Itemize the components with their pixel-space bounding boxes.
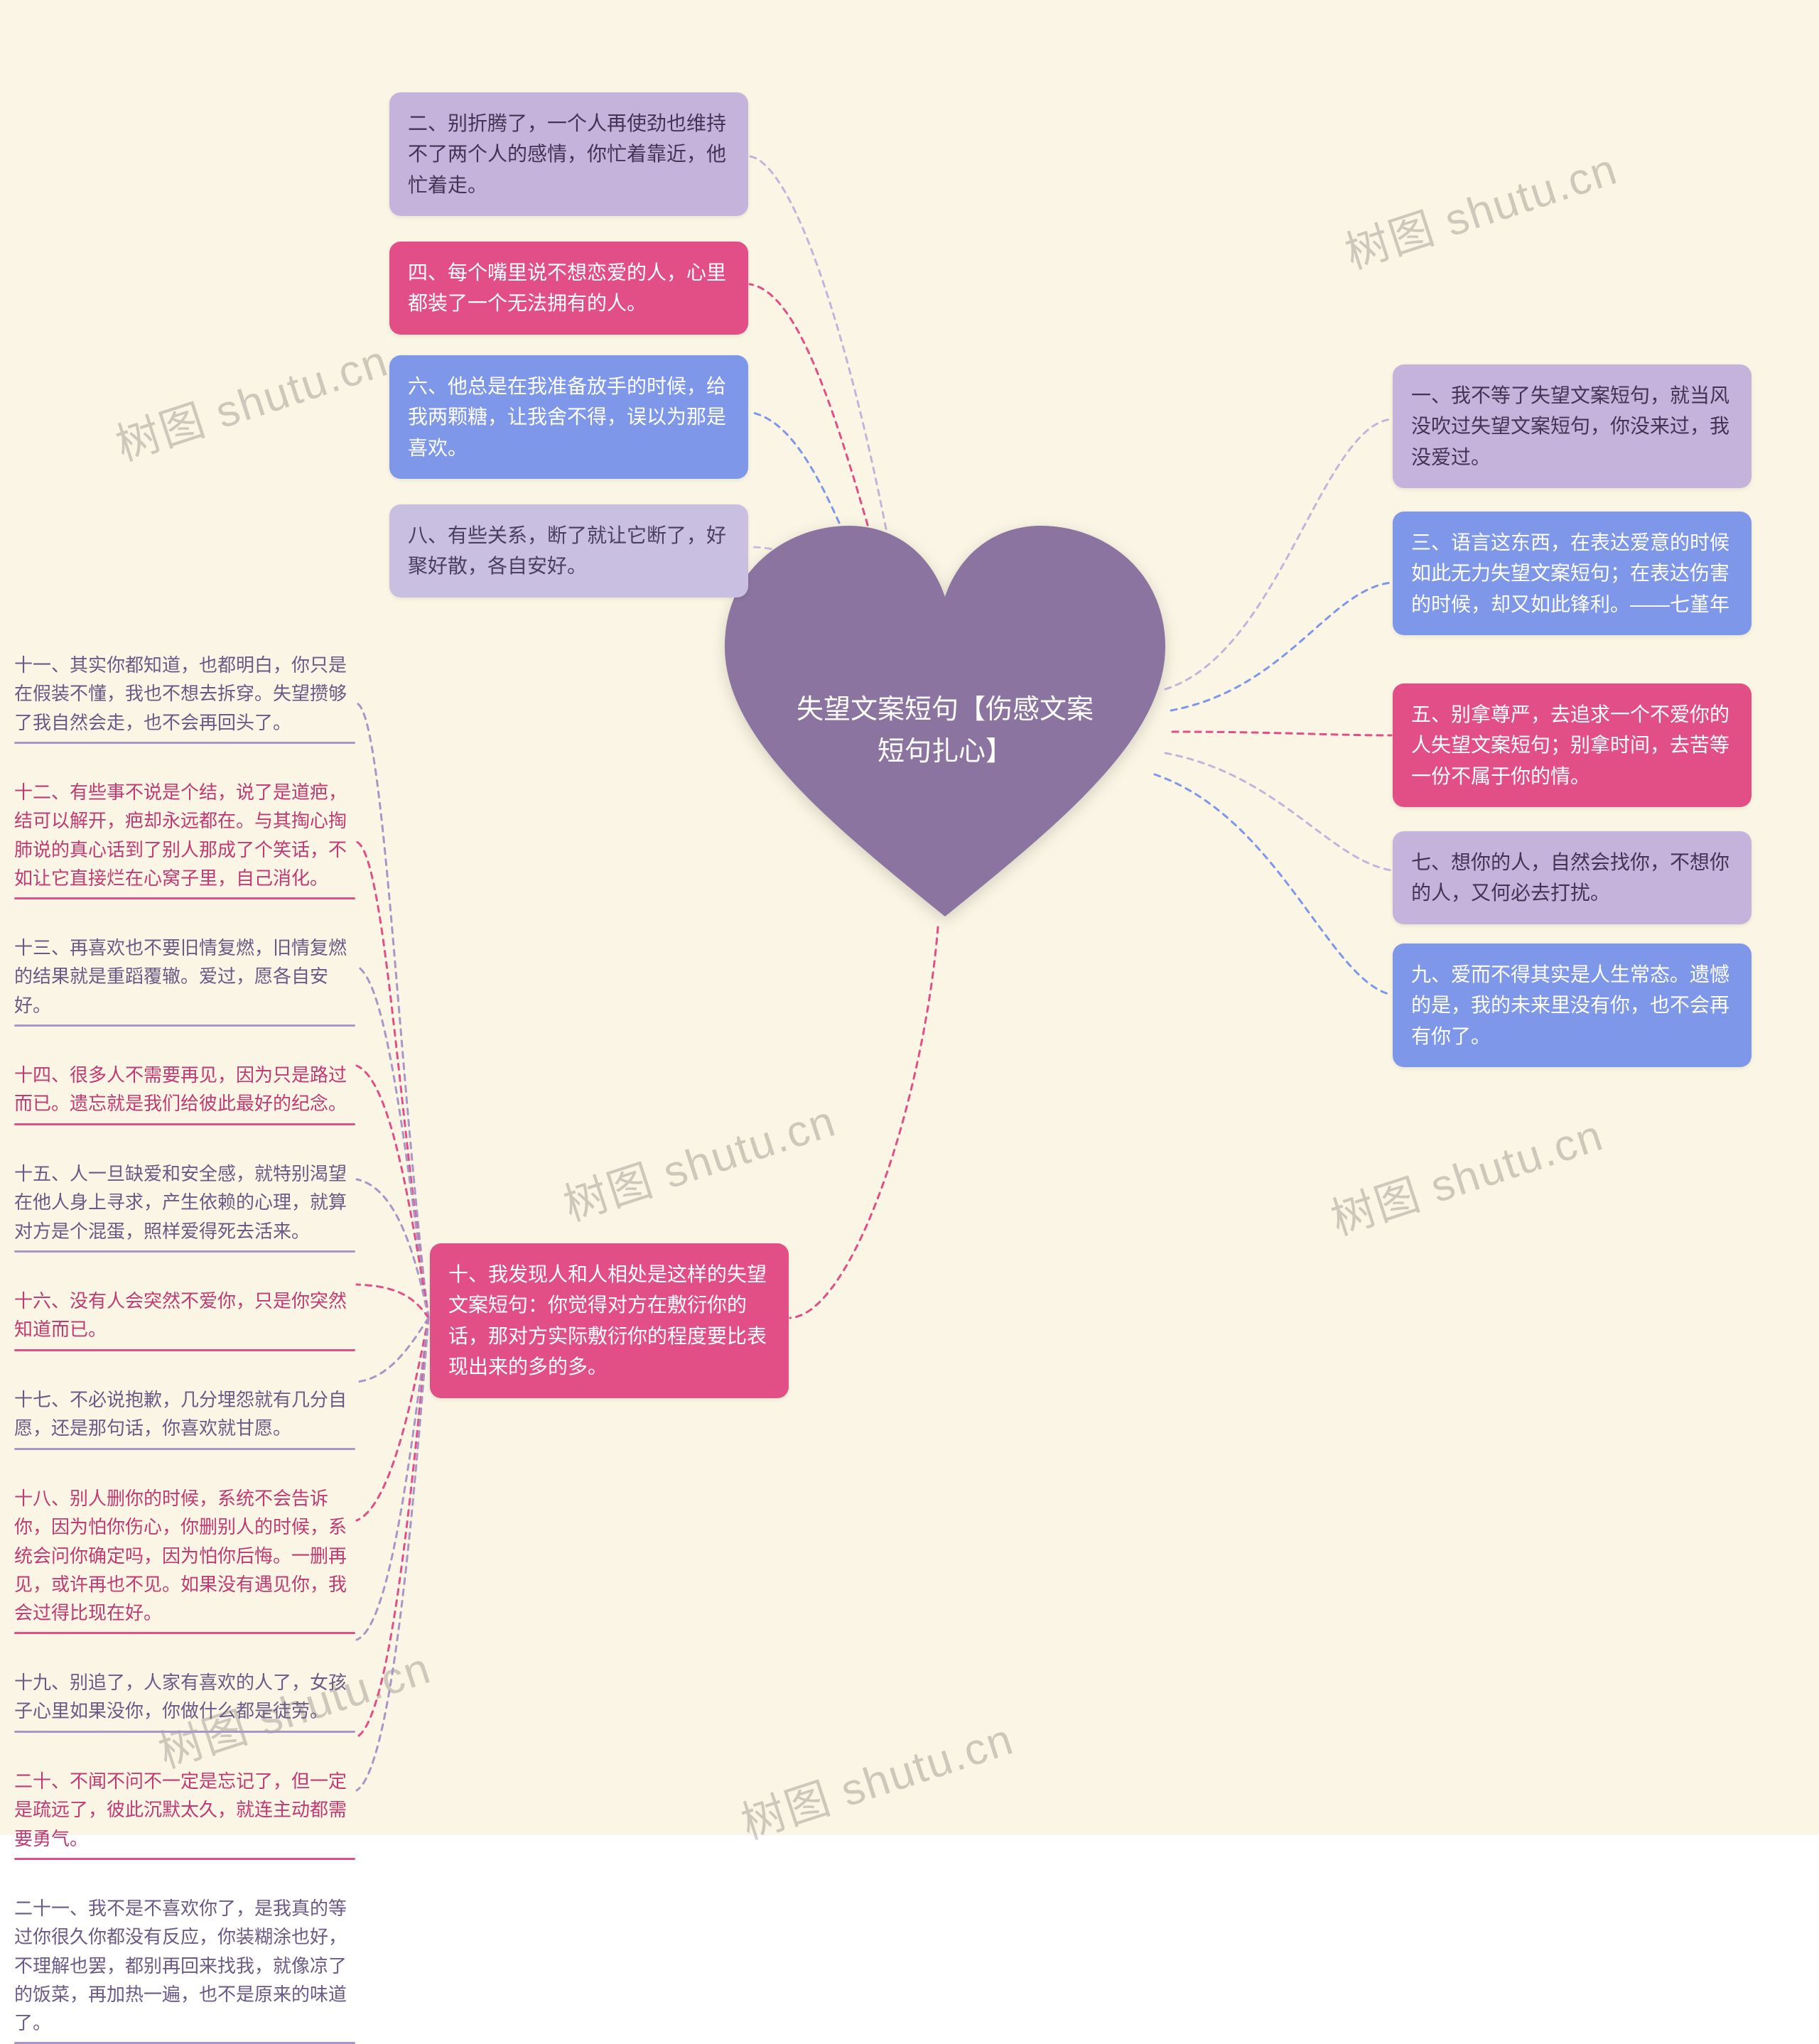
mindmap-leaf[interactable]: 十五、人一旦缺爱和安全感，就特别渴望在他人身上寻求，产生依赖的心理，就算对方是个… [14, 1155, 355, 1253]
mindmap-canvas: 树图 shutu.cn 树图 shutu.cn 树图 shutu.cn 树图 shut… [0, 0, 1819, 1835]
mindmap-node[interactable]: 六、他总是在我准备放手的时候，给我两颗糖，让我舍不得，误以为那是喜欢。 [389, 355, 748, 479]
center-title: 失望文案短句【伤感文案短句扎心】 [796, 689, 1094, 773]
connector [357, 966, 428, 1318]
connector [357, 703, 428, 1318]
connector [357, 1179, 428, 1318]
mindmap-node[interactable]: 七、想你的人，自然会找你，不想你的人，又何必去打扰。 [1393, 831, 1751, 924]
watermark: 树图 shutu.cn [732, 1703, 1020, 1851]
mindmap-leaf[interactable]: 十六、没有人会突然不爱你，只是你突然知道而已。 [14, 1282, 355, 1351]
mindmap-node[interactable]: 四、每个嘴里说不想恋爱的人，心里都装了一个无法拥有的人。 [389, 242, 748, 335]
connector [1155, 774, 1391, 995]
mindmap-leaf[interactable]: 十三、再喜欢也不要旧情复燃，旧情复燃的结果就是重蹈覆辙。爱过，愿各自安好。 [14, 929, 355, 1027]
connector [357, 1318, 428, 1382]
connector [357, 1318, 428, 1737]
connector [750, 284, 874, 547]
connector [357, 1318, 428, 1790]
mindmap-node[interactable]: 九、爱而不得其实是人生常态。遗憾的是，我的未来里没有你，也不会再有你了。 [1393, 943, 1751, 1067]
mindmap-leaf[interactable]: 二十一、我不是不喜欢你了，是我真的等过你很久你都没有反应，你装糊涂也好，不理解也… [14, 1890, 355, 2044]
mindmap-node[interactable]: 五、别拿尊严，去追求一个不爱你的人失望文案短句；别拿时间，去苦等一份不属于你的情… [1393, 683, 1751, 807]
connector [357, 1318, 428, 1640]
watermark: 树图 shutu.cn [107, 325, 395, 472]
mindmap-node[interactable]: 八、有些关系，断了就让它断了，好聚好散，各自安好。 [389, 504, 748, 597]
watermark: 树图 shutu.cn [1336, 133, 1624, 281]
mindmap-leaf[interactable]: 十八、别人删你的时候，系统不会告诉你，因为怕你伤心，你删别人的时候，系统会问你确… [14, 1480, 355, 1634]
connector [357, 842, 428, 1318]
connector [790, 927, 938, 1318]
mindmap-leaf[interactable]: 十七、不必说抱歉，几分埋怨就有几分自愿，还是那句话，你喜欢就甘愿。 [14, 1381, 355, 1450]
connector [1165, 753, 1391, 870]
mindmap-node[interactable]: 一、我不等了失望文案短句，就当风没吹过失望文案短句，你没来过，我没爱过。 [1393, 364, 1751, 488]
mindmap-node[interactable]: 十、我发现人和人相处是这样的失望文案短句：你觉得对方在敷衍你的话，那对方实际敷衍… [430, 1243, 789, 1398]
connector [357, 1066, 428, 1318]
mindmap-leaf[interactable]: 十九、别追了，人家有喜欢的人了，女孩子心里如果没你，你做什么都是徒劳。 [14, 1664, 355, 1733]
connector [1172, 732, 1391, 735]
connector [357, 1318, 428, 1520]
connector [750, 156, 888, 540]
mindmap-node[interactable]: 二、别折腾了，一个人再使劲也维持不了两个人的感情，你忙着靠近，他忙着走。 [389, 92, 748, 216]
connector [357, 1285, 428, 1318]
mindmap-leaf[interactable]: 十二、有些事不说是个结，说了是道疤，结可以解开，疤却永远都在。与其掏心掏肺说的真… [14, 774, 355, 899]
watermark: 树图 shutu.cn [1322, 1099, 1610, 1247]
mindmap-leaf[interactable]: 十四、很多人不需要再见，因为只是路过而已。遗忘就是我们给彼此最好的纪念。 [14, 1056, 355, 1125]
mindmap-node[interactable]: 三、语言这东西，在表达爱意的时候如此无力失望文案短句；在表达伤害的时候，却又如此… [1393, 512, 1751, 635]
mindmap-leaf[interactable]: 十一、其实你都知道，也都明白，你只是在假装不懂，我也不想去拆穿。失望攒够了我自然… [14, 647, 355, 744]
connector [1171, 583, 1391, 710]
watermark: 树图 shutu.cn [554, 1085, 843, 1233]
connector [1165, 419, 1391, 689]
mindmap-leaf[interactable]: 二十、不闻不问不一定是忘记了，但一定是疏远了，彼此沉默太久，就连主动都需要勇气。 [14, 1763, 355, 1860]
